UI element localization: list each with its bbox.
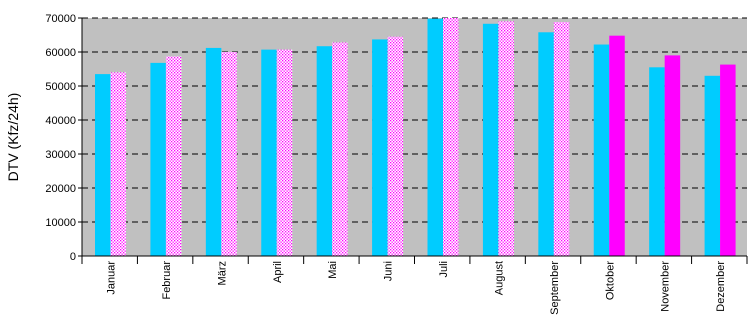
bar-series-1 [261,49,277,257]
y-tick-label: 40000 [45,115,76,127]
x-tick-label: Juli [438,261,450,278]
bars [95,18,736,257]
bar-series-1 [593,44,610,256]
bar-series-2 [443,18,459,256]
bar-series-3 [609,35,625,257]
grid-lines [82,17,747,223]
y-tick-label: 10000 [45,217,76,229]
y-axis-title: DTV (Kfz/24h) [5,93,21,182]
bar-series-2 [221,52,237,256]
bar-series-1 [205,47,222,256]
bar-series-1 [95,74,111,256]
y-tick-label: 30000 [45,149,76,161]
bar-series-1 [649,67,665,256]
x-tick-label: Juni [383,261,395,281]
x-tick-label: Februar [161,261,173,300]
x-tick-label: Januar [106,261,118,295]
y-tick-label: 20000 [45,183,76,195]
plot-area [82,18,747,256]
bar-series-1 [150,62,166,256]
bar-series-1 [427,18,443,257]
x-tick-label: Mai [327,261,339,279]
bar-series-3 [664,55,681,257]
y-tick-label: 70000 [45,13,76,25]
bar-series-2 [165,56,182,256]
x-tick-label: Dezember [715,261,727,312]
y-tick-label: 50000 [45,81,76,93]
bar-series-2 [553,22,570,256]
x-tick-label: August [493,261,505,295]
x-tick-label: April [272,261,284,283]
bar-series-1 [538,32,554,256]
x-tick-label: September [549,261,561,315]
tick-labels: 0 10000 20000 30000 40000 50000 60000 70000 Janu… [45,13,727,315]
y-tick-label: 60000 [45,47,76,59]
bar-series-3 [720,64,736,256]
y-tick-label: 0 [70,251,76,263]
bar-series-2 [332,42,348,257]
x-tick-label: März [216,261,228,285]
bar-series-1 [482,23,499,257]
axes [78,17,748,264]
bar-series-1 [704,75,721,256]
bar-series-2 [110,72,126,257]
bar-series-1 [316,46,333,256]
x-tick-label: November [660,261,672,312]
bar-series-2 [387,36,404,257]
x-tick-label: Oktober [604,261,616,300]
bar-series-2 [498,21,514,257]
bar-series-1 [372,39,388,256]
bar-series-2 [276,49,293,257]
